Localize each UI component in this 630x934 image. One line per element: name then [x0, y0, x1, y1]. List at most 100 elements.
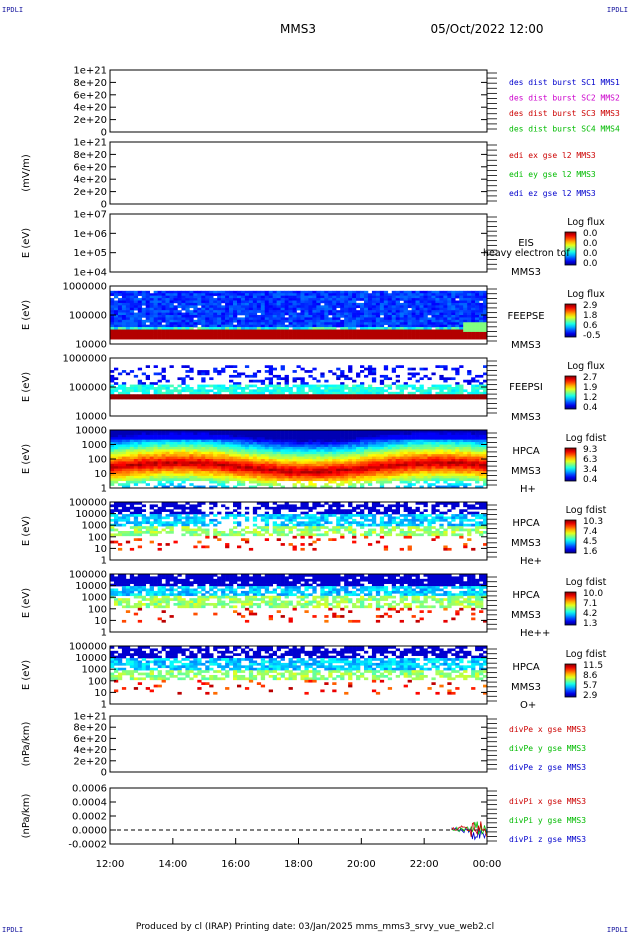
spectrogram-cell: [407, 432, 412, 436]
spectrogram-cell: [348, 377, 353, 381]
spectrogram-cell: [161, 391, 166, 395]
spectrogram-cell: [443, 432, 448, 436]
spectrogram-cell: [137, 336, 143, 340]
spectrogram-cell: [328, 396, 333, 400]
spectrogram-cell: [451, 456, 456, 460]
spectrogram-cell: [455, 305, 460, 309]
spectrogram-cell: [387, 466, 393, 469]
spectrogram-cell: [268, 336, 274, 340]
spectrogram-cell: [292, 302, 297, 306]
spectrogram-cell: [145, 444, 150, 448]
spectrogram-cell: [217, 334, 222, 338]
spectrogram-cell: [133, 509, 139, 512]
spectrogram-cell: [113, 463, 119, 467]
spectrogram-cell: [181, 396, 186, 400]
spectrogram-cell: [356, 466, 361, 469]
spectrogram-cell: [360, 391, 365, 395]
spectrogram-cell: [133, 305, 139, 309]
spectrogram-cell: [213, 336, 218, 340]
spectrogram-cell: [471, 307, 476, 311]
spectrogram-cell: [256, 396, 262, 400]
spectrogram-cell: [475, 324, 480, 328]
spectrogram-cell: [332, 312, 337, 316]
spectrogram-cell: [387, 480, 393, 484]
spectrogram-cell: [435, 394, 440, 397]
spectrogram-cell: [463, 334, 468, 338]
spectrogram-cell: [157, 456, 162, 460]
spectrogram-cell: [244, 451, 250, 455]
spectrogram-cell: [157, 327, 162, 330]
spectrogram-cell: [225, 300, 230, 304]
spectrogram-cell: [133, 502, 139, 505]
spectrogram-cell: [352, 389, 357, 393]
spectrogram-cell: [236, 305, 242, 309]
spectrogram-cell: [169, 483, 174, 486]
spectrogram-cell: [240, 396, 246, 400]
spectrogram-cell: [387, 300, 393, 304]
spectrogram-cell: [260, 449, 266, 453]
spectrogram-cell: [272, 290, 277, 294]
spectrogram-cell: [125, 307, 131, 311]
spectrogram-cell: [288, 394, 293, 397]
spectrogram-cell: [395, 434, 400, 438]
spectrogram-cell: [233, 463, 238, 467]
spectrogram-cell: [411, 310, 416, 313]
spectrogram-cell: [137, 382, 143, 385]
spectrogram-cell: [383, 389, 389, 393]
spectrogram-cell: [324, 293, 329, 296]
spectrogram-cell: [153, 302, 158, 306]
spectrogram-cell: [117, 322, 123, 325]
spectrogram-cell: [336, 466, 341, 469]
spectrogram-cell: [344, 317, 349, 321]
spectrogram-cell: [141, 478, 147, 482]
spectrogram-cell: [125, 322, 131, 325]
spectrogram-cell: [149, 449, 154, 453]
spectrogram-cell: [419, 396, 424, 400]
spectrogram-cell: [149, 430, 154, 433]
spectrogram-cell: [451, 451, 456, 455]
spectrogram-cell: [244, 310, 250, 313]
spectrogram-cell: [189, 454, 194, 457]
spectrogram-cell: [352, 437, 357, 440]
spectrogram-cell: [272, 336, 277, 340]
spectrogram-cell: [415, 475, 420, 479]
spectrogram-cell: [117, 531, 123, 534]
spectrogram-cell: [344, 446, 349, 450]
spectrogram-cell: [332, 444, 337, 448]
spectrogram-cell: [467, 463, 472, 467]
spectrogram-cell: [221, 475, 226, 479]
spectrogram-cell: [117, 442, 123, 445]
spectrogram-cell: [217, 432, 222, 436]
spectrogram-cell: [221, 305, 226, 309]
spectrogram-cell: [399, 315, 404, 318]
spectrogram-cell: [320, 310, 325, 313]
spectrogram-cell: [233, 485, 238, 489]
spectrogram-cell: [133, 317, 139, 321]
spectrogram-cell: [324, 473, 329, 477]
spectrogram-cell: [352, 391, 357, 395]
spectrogram-cell: [173, 473, 178, 477]
spectrogram-cell: [439, 456, 444, 460]
spectrogram-cell: [340, 475, 345, 479]
spectrogram-cell: [479, 396, 484, 400]
spectrogram-cell: [467, 331, 472, 335]
spectrogram-cell: [300, 334, 305, 338]
spectrogram-cell: [169, 389, 174, 393]
spectrogram-cell: [435, 446, 440, 450]
spectrogram-cell: [213, 315, 218, 318]
spectrogram-cell: [280, 434, 285, 438]
legend-entry: des dist burst SC2 MMS2: [509, 94, 620, 103]
spectrogram-cell: [225, 302, 230, 306]
spectrogram-cell: [117, 324, 123, 328]
spectrogram-cell: [197, 463, 202, 467]
spectrogram-cell: [348, 475, 353, 479]
spectrogram-cell: [308, 396, 313, 400]
spectrogram-cell: [360, 305, 365, 309]
spectrogram-cell: [229, 336, 234, 340]
spectrogram-cell: [375, 394, 381, 397]
spectrogram-cell: [336, 437, 341, 440]
spectrogram-cell: [177, 317, 182, 321]
spectrogram-cell: [348, 298, 353, 301]
spectrogram-cell: [383, 374, 389, 378]
spectrogram-cell: [201, 461, 206, 465]
